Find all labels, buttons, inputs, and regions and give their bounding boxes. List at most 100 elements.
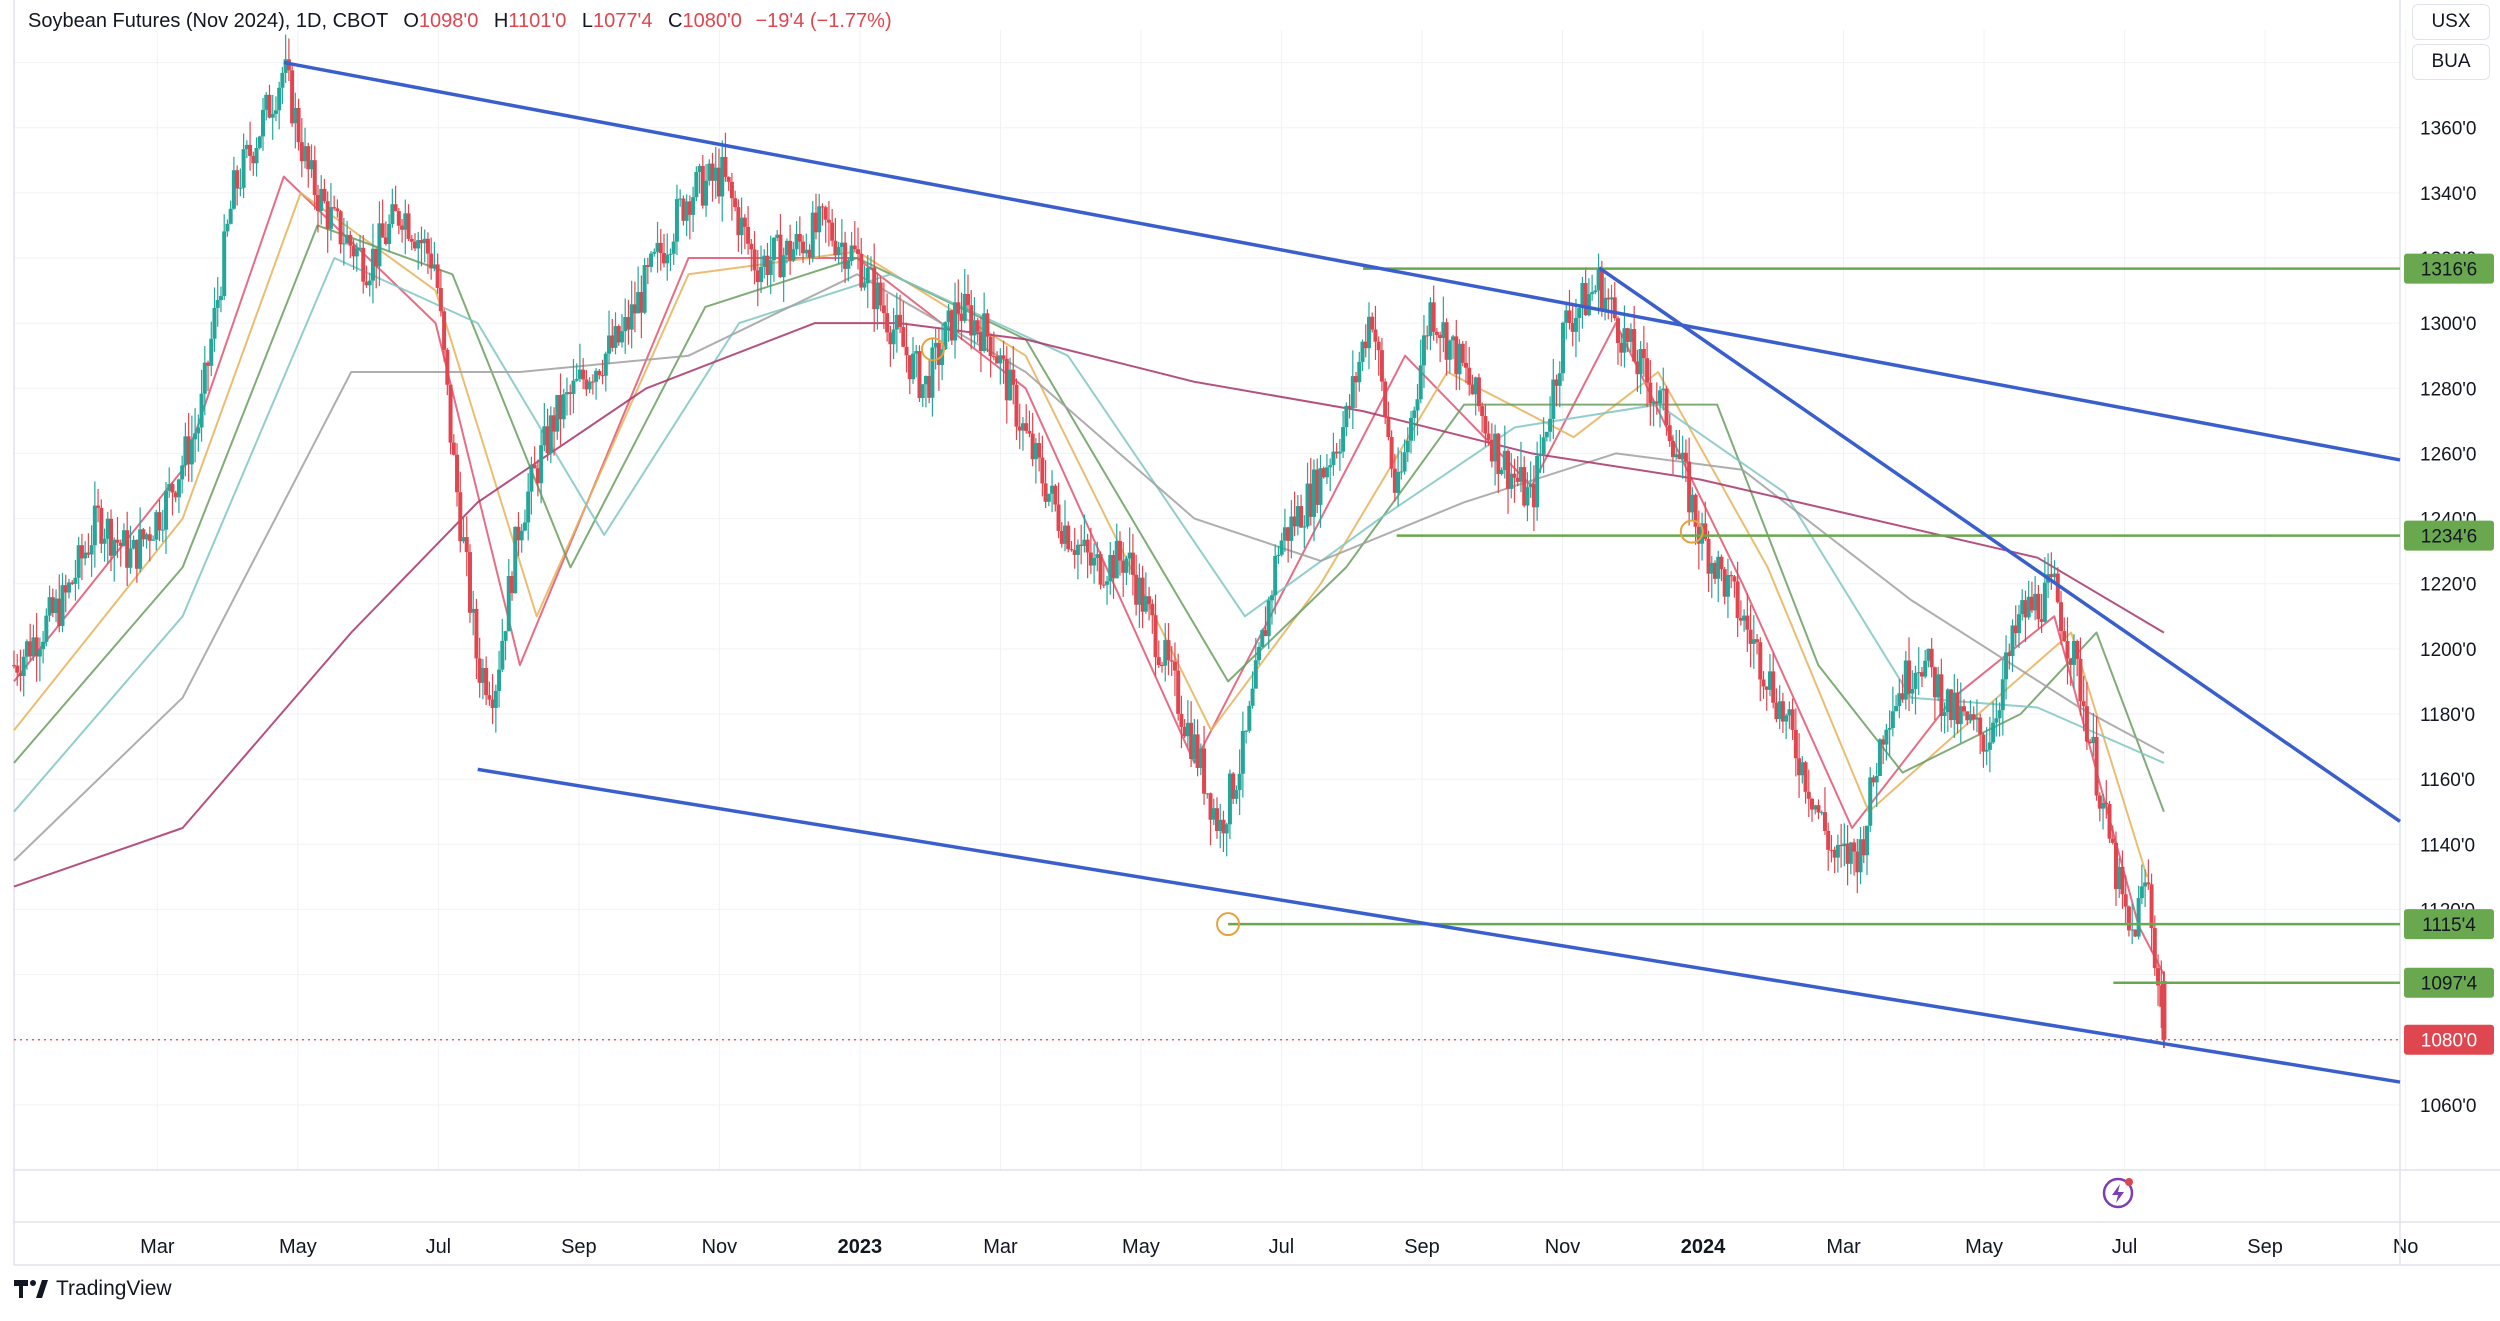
candle-body bbox=[1573, 317, 1578, 332]
candle-body bbox=[1376, 341, 1381, 351]
candle-body bbox=[632, 304, 637, 314]
candle-body bbox=[972, 320, 977, 336]
candle-body bbox=[1738, 618, 1743, 621]
candle-body bbox=[1257, 646, 1262, 661]
candle-body bbox=[1354, 376, 1359, 383]
candle-body bbox=[235, 170, 240, 189]
candle-body bbox=[21, 656, 26, 677]
candle-body bbox=[1609, 297, 1614, 300]
candle-body bbox=[1030, 433, 1035, 460]
price-tick-label: 1340'0 bbox=[2420, 184, 2476, 205]
candle-body bbox=[506, 576, 511, 632]
time-tick-label: Mar bbox=[140, 1236, 175, 1258]
tradingview-icon bbox=[14, 1280, 48, 1298]
candle-body bbox=[212, 307, 217, 339]
candle-body bbox=[1842, 843, 1847, 847]
candle-body bbox=[1767, 671, 1772, 690]
candle-body bbox=[1713, 562, 1718, 579]
candle-body bbox=[1480, 406, 1485, 416]
candle-body bbox=[794, 233, 799, 250]
open-value: 1098'0 bbox=[418, 10, 479, 32]
candle-body bbox=[319, 188, 324, 211]
marker-circle bbox=[920, 337, 945, 362]
candle-body bbox=[1680, 452, 1685, 460]
candle-body bbox=[1305, 483, 1310, 527]
time-tick-label: May bbox=[1965, 1236, 2003, 1258]
candle-body bbox=[248, 144, 253, 156]
candle-body bbox=[1088, 552, 1093, 566]
candle-body bbox=[1040, 457, 1045, 484]
candle-body bbox=[2075, 640, 2080, 659]
candle-body bbox=[1732, 576, 1737, 582]
candle-body bbox=[1651, 401, 1656, 404]
candle-body bbox=[577, 369, 582, 379]
candle-body bbox=[2136, 898, 2141, 937]
candle-body bbox=[716, 167, 721, 197]
candle-body bbox=[616, 326, 621, 343]
candle-body bbox=[729, 181, 734, 199]
candle-body bbox=[1463, 362, 1468, 368]
candle-body bbox=[332, 207, 337, 209]
candle-body bbox=[2094, 736, 2099, 796]
candle-body bbox=[1932, 667, 1937, 698]
candle-body bbox=[1819, 812, 1824, 814]
candle-body bbox=[487, 695, 492, 700]
price-label-text: 1316'6 bbox=[2421, 260, 2477, 281]
candle-body bbox=[1926, 648, 1931, 661]
candle-body bbox=[1835, 844, 1840, 858]
candle-body bbox=[642, 265, 647, 313]
candle-body bbox=[1098, 554, 1103, 585]
candle-body bbox=[619, 331, 624, 343]
candle-body bbox=[629, 304, 634, 330]
time-tick-label: Nov bbox=[702, 1236, 738, 1258]
candle-body bbox=[15, 665, 20, 673]
unit-button[interactable]: BUA bbox=[2412, 44, 2490, 80]
candle-body bbox=[1900, 693, 1905, 700]
candle-body bbox=[2107, 804, 2112, 839]
candle-body bbox=[170, 484, 175, 493]
candle-body bbox=[50, 597, 55, 614]
candle-body bbox=[1535, 455, 1540, 508]
candle-body bbox=[2159, 985, 2164, 1007]
candle-body bbox=[1105, 581, 1110, 585]
price-label-text: 1234'6 bbox=[2421, 527, 2477, 548]
candle-body bbox=[868, 267, 873, 269]
time-tick-label: May bbox=[1122, 1236, 1160, 1258]
candle-body bbox=[768, 260, 773, 275]
candle-body bbox=[1615, 318, 1620, 343]
candle-body bbox=[1066, 525, 1071, 550]
candle-body bbox=[2033, 593, 2038, 611]
lightning-icon[interactable] bbox=[2101, 1176, 2135, 1210]
candle-body bbox=[2110, 838, 2115, 843]
candle-body bbox=[1286, 527, 1291, 541]
candle-body bbox=[1185, 722, 1190, 737]
candle-body bbox=[2091, 736, 2096, 744]
price-label-text: 1115'4 bbox=[2422, 915, 2476, 936]
candle-body bbox=[933, 342, 938, 348]
candle-body bbox=[1742, 615, 1747, 621]
candle-body bbox=[1965, 711, 1970, 721]
candle-body bbox=[1816, 805, 1821, 813]
currency-button[interactable]: USX bbox=[2412, 4, 2490, 40]
candle-body bbox=[79, 545, 84, 559]
candle-body bbox=[254, 147, 259, 164]
candle-body bbox=[852, 245, 857, 250]
candle-body bbox=[600, 375, 605, 377]
candle-body bbox=[2020, 600, 2025, 615]
candle-body bbox=[1386, 416, 1391, 437]
tradingview-logo[interactable]: TradingView bbox=[14, 1277, 172, 1301]
candle-body bbox=[1069, 549, 1074, 551]
candle-body bbox=[2084, 706, 2089, 742]
candle-body bbox=[1004, 358, 1009, 401]
candle-body bbox=[238, 187, 243, 189]
candle-body bbox=[484, 668, 489, 696]
candle-body bbox=[1641, 349, 1646, 359]
candle-body bbox=[1402, 452, 1407, 472]
candle-body bbox=[2156, 968, 2161, 986]
candle-body bbox=[1431, 302, 1436, 332]
candle-body bbox=[639, 292, 644, 313]
candle-body bbox=[1942, 712, 1947, 716]
candle-body bbox=[1062, 525, 1067, 544]
candle-body bbox=[1121, 560, 1126, 573]
